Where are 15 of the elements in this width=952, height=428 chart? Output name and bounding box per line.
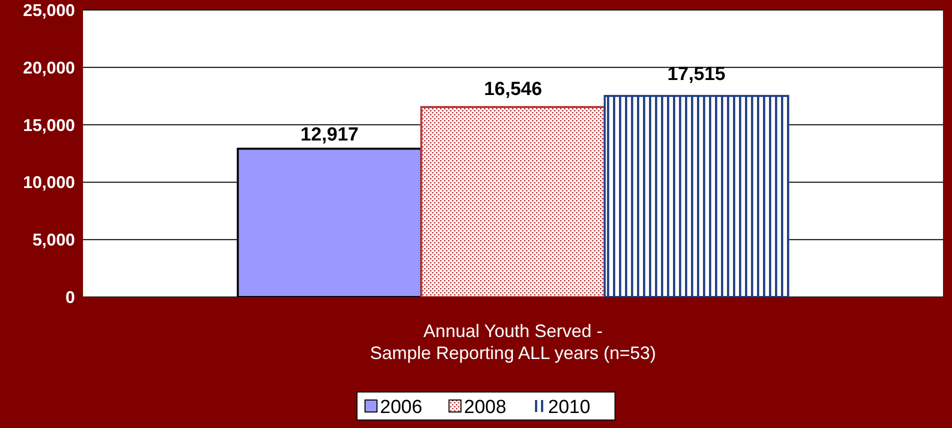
legend-label: 2010 xyxy=(548,397,590,418)
data-label: 17,515 xyxy=(667,64,726,85)
bar xyxy=(420,106,606,298)
data-label: 16,546 xyxy=(484,79,542,100)
y-tick-label: 0 xyxy=(66,288,75,307)
x-tick-label: Annual Youth Served - Sample Reporting ALL years (n=53) xyxy=(370,321,656,363)
y-tick-label: 5,000 xyxy=(32,230,75,250)
legend-label: 2008 xyxy=(464,397,506,418)
legend-label: 2006 xyxy=(380,397,422,418)
y-tick-label: 15,000 xyxy=(23,116,75,135)
data-label: 12,917 xyxy=(300,124,359,146)
bar xyxy=(604,94,790,298)
y-tick-label: 25,000 xyxy=(23,0,75,20)
y-tick-label: 10,000 xyxy=(23,173,75,192)
y-tick-label: 20,000 xyxy=(23,58,75,78)
